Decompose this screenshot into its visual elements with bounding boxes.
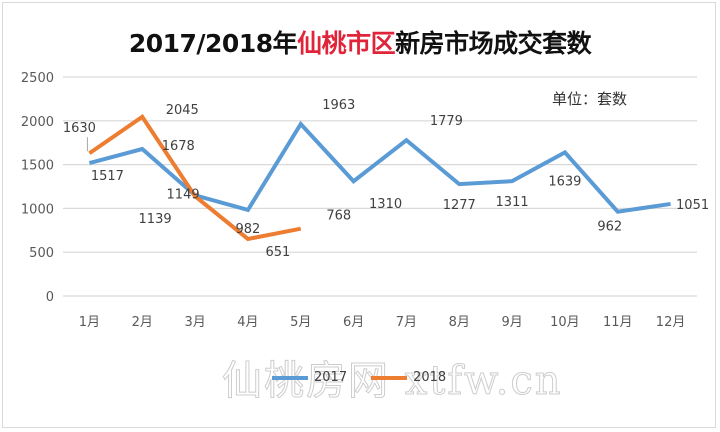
data-label-2017: 1051 [676, 198, 709, 213]
watermark: 仙桃房网 xtfw.cn [222, 358, 563, 405]
y-tick-label: 500 [29, 246, 54, 261]
data-label-2017: 1311 [496, 195, 529, 210]
y-tick-label: 0 [46, 290, 54, 305]
legend-swatch [371, 375, 408, 380]
y-tick-label: 2000 [21, 115, 54, 130]
data-label-2017: 962 [597, 220, 622, 235]
data-label-2017: 1678 [162, 139, 195, 154]
x-tick-label: 11月 [603, 315, 633, 330]
x-tick-label: 7月 [396, 315, 417, 330]
x-tick-label: 12月 [656, 315, 686, 330]
x-tick-label: 8月 [449, 315, 470, 330]
data-label-2018: 768 [326, 209, 351, 224]
x-tick-label: 5月 [290, 315, 311, 330]
y-tick-label: 1000 [21, 202, 54, 217]
data-label-2018: 1630 [63, 121, 96, 136]
y-tick-label: 2500 [21, 71, 54, 86]
unit-label: 单位：套数 [552, 90, 628, 108]
title-suffix: 新房市场成交套数 [395, 29, 592, 58]
y-tick-label: 1500 [21, 159, 54, 174]
legend-item-2018: 2018 [371, 370, 446, 385]
data-label-2017: 1310 [369, 197, 402, 212]
data-label-2017: 1639 [548, 174, 581, 189]
title-prefix: 2017/2018年 [128, 29, 298, 58]
data-label-2017: 1779 [430, 114, 463, 129]
data-label-2018: 1139 [139, 212, 172, 227]
data-label-2017: 1277 [443, 198, 476, 213]
legend-label: 2017 [314, 370, 348, 385]
data-label-2018: 651 [266, 245, 291, 260]
data-label-2017: 982 [236, 222, 261, 237]
x-tick-label: 2月 [132, 315, 153, 330]
chart-title: 2017/2018年仙桃市区新房市场成交套数 [0, 24, 720, 60]
chart-frame [2, 2, 716, 428]
x-tick-label: 6月 [343, 315, 364, 330]
x-tick-label: 10月 [550, 315, 580, 330]
x-tick-label: 9月 [501, 315, 522, 330]
x-tick-label: 1月 [79, 315, 100, 330]
legend-label: 2018 [413, 370, 447, 385]
data-label-2017: 1963 [322, 98, 355, 113]
title-highlight: 仙桃市区 [297, 29, 396, 58]
data-label-2017: 1517 [91, 169, 124, 184]
x-tick-label: 3月 [184, 315, 205, 330]
x-tick-label: 4月 [237, 315, 258, 330]
series-line-2018 [88, 114, 302, 242]
data-label-2017: 1149 [167, 187, 200, 202]
legend-swatch [272, 375, 308, 380]
chart-legend: 2017 2018 [272, 370, 462, 385]
legend-item-2017: 2017 [272, 370, 347, 385]
series-line-2017 [88, 120, 671, 214]
data-label-2018: 2045 [166, 103, 199, 118]
